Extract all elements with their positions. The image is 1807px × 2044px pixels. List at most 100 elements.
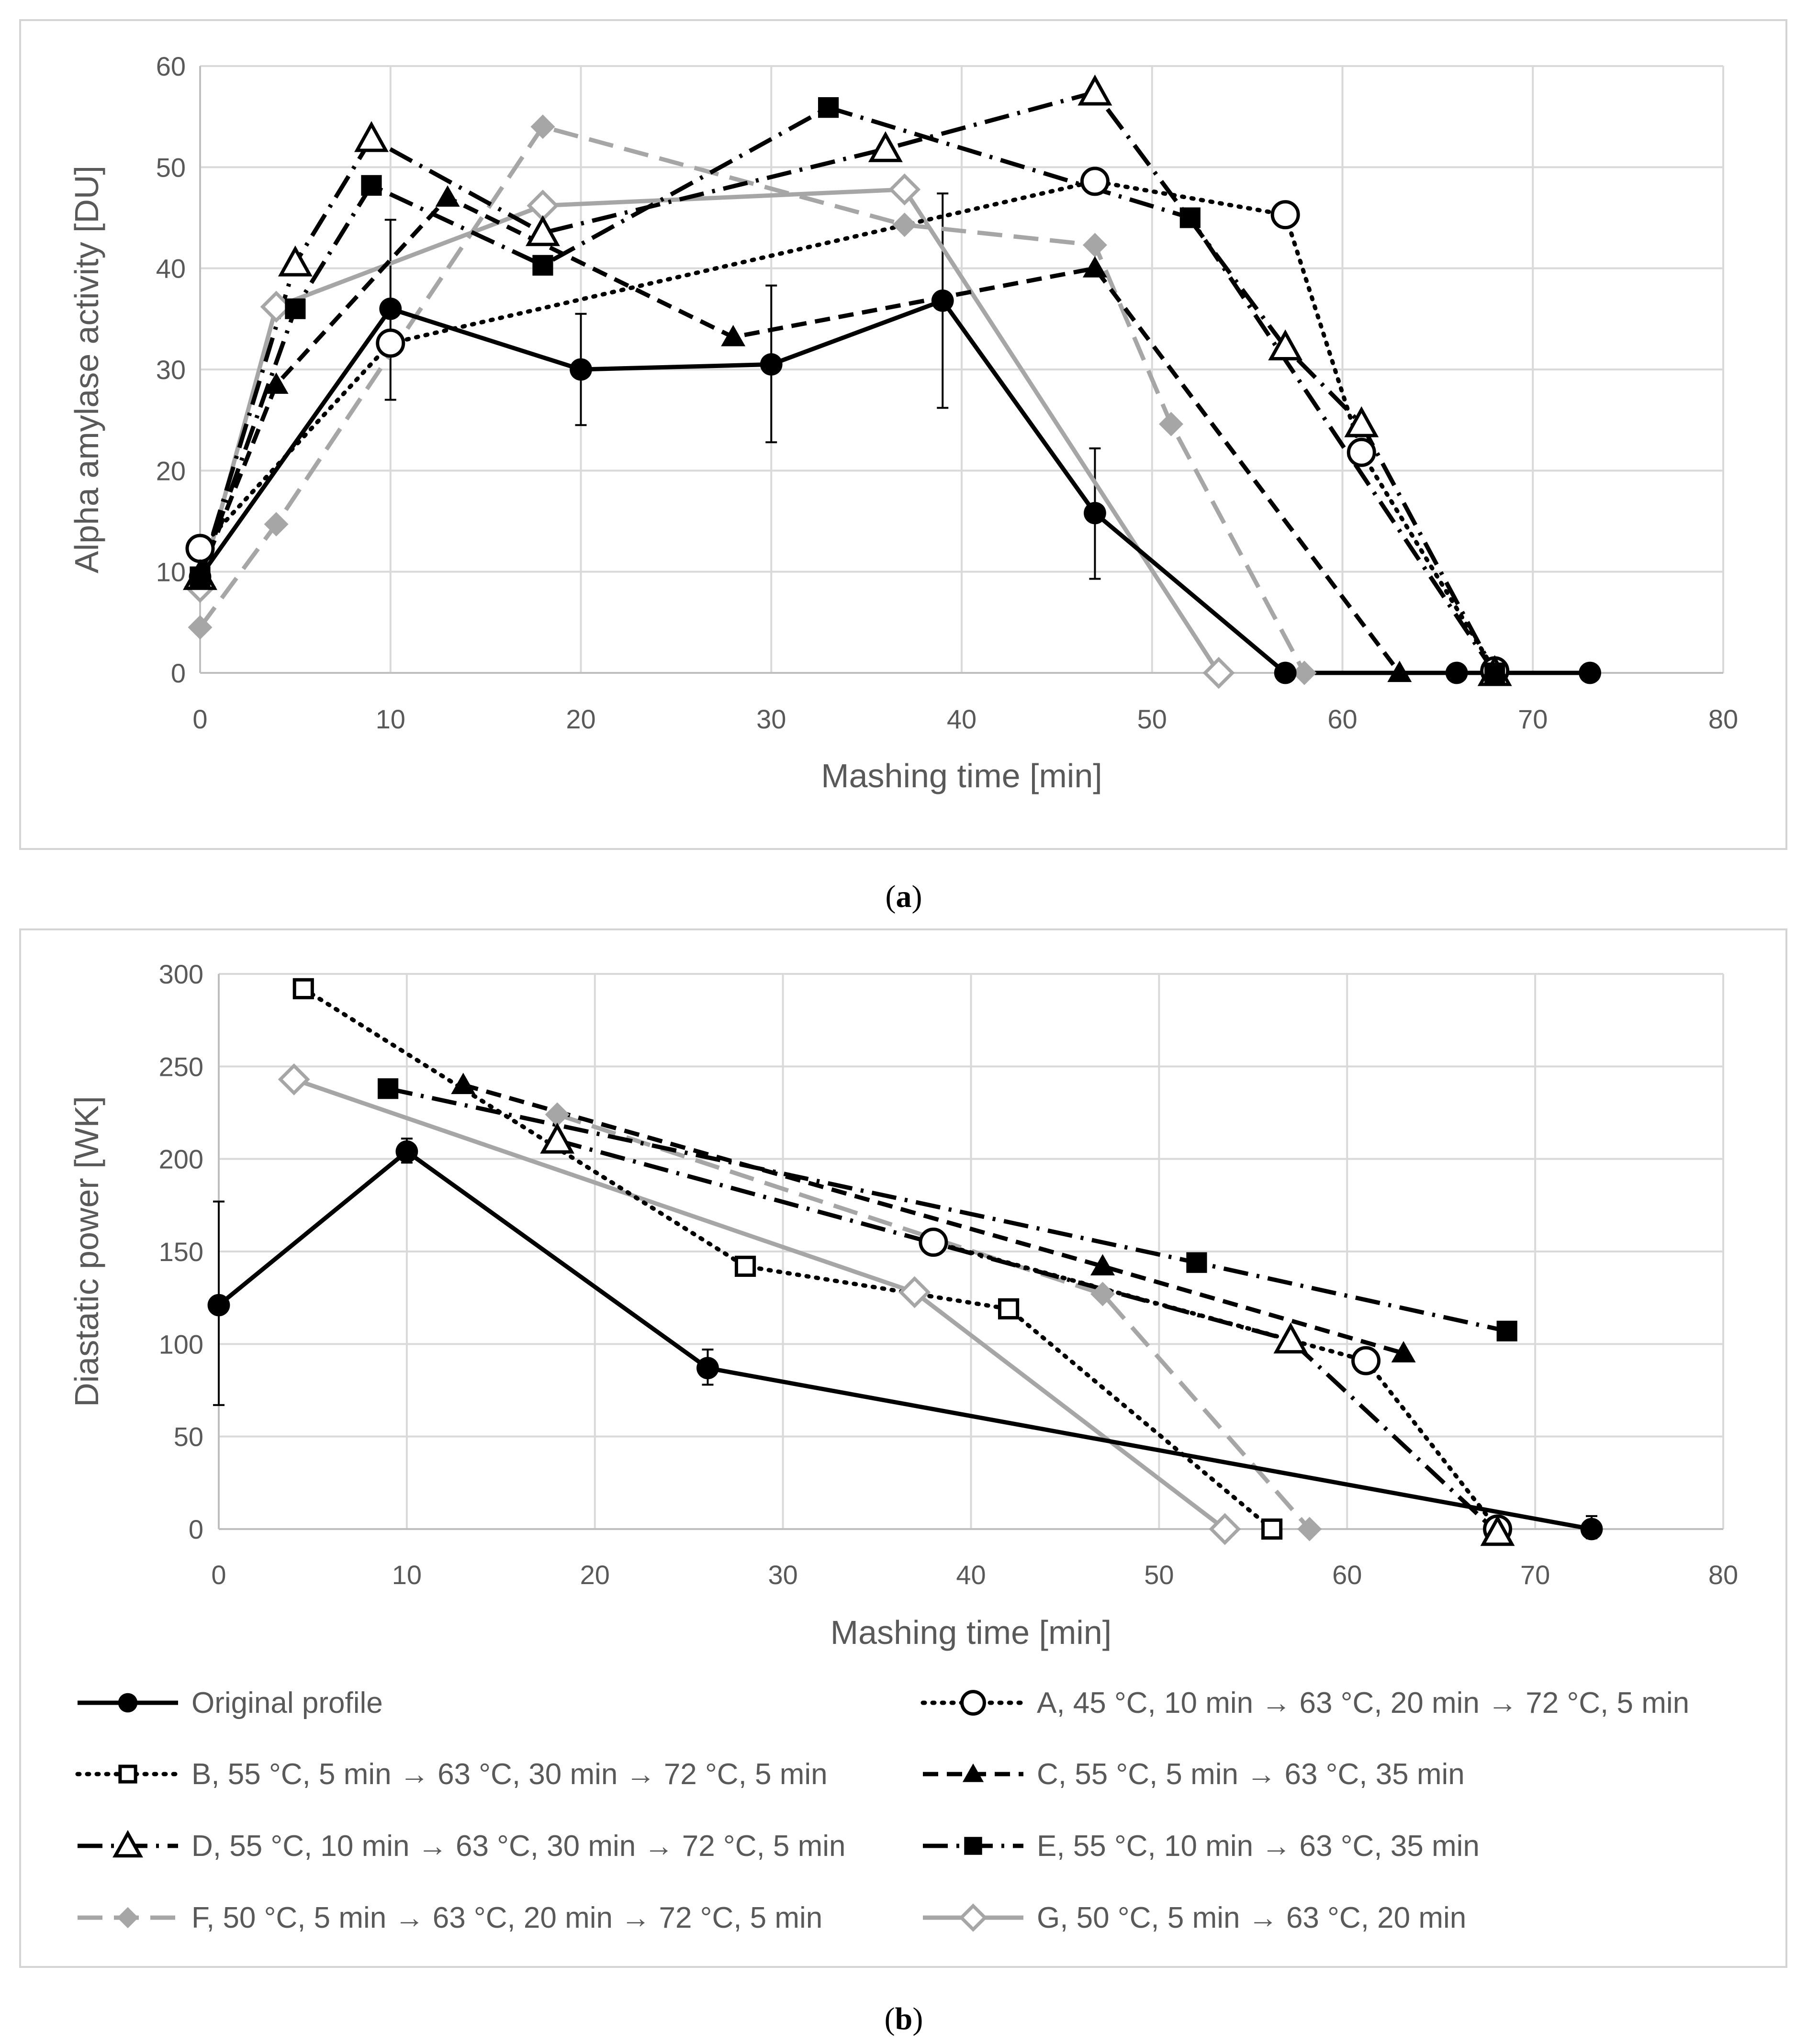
chart-b-series-B-point (734, 1255, 756, 1277)
legend-label-B: B, 55 °C, 5 min → 63 °C, 30 min → 72 °C,… (191, 1758, 828, 1791)
chart-a-series-C-line (198, 195, 1402, 674)
chart-panel-b: 0 10 20 30 40 50 60 70 80 0 50 100 150 200 250 300 Dias… (19, 928, 1787, 1968)
chart-b-series-B-point (998, 1298, 1020, 1319)
legend-swatch-A-marker (960, 1690, 986, 1716)
chart-a-series-D-point (1077, 74, 1112, 106)
chart-a-series-A-point (1080, 167, 1110, 196)
chart-a-series-F-point (1159, 412, 1184, 436)
chart-a-series-C-point (1082, 256, 1107, 278)
chart-b-series-C-line (462, 1083, 1404, 1355)
chart-a-series-orig-point (1579, 661, 1601, 684)
chart-b-y-tick-label: 0 (189, 1514, 203, 1544)
chart-b-series-B-point (1261, 1518, 1283, 1540)
chart-a-series-G-line (198, 187, 1221, 674)
chart-a-series-F-point (892, 212, 917, 237)
chart-a-series-E-point (1179, 207, 1201, 228)
chart-a-series-D-point (354, 121, 389, 152)
legend-swatch-C-marker (962, 1763, 984, 1782)
chart-a-y-tick-label: 50 (156, 152, 186, 182)
legend-swatch-F-marker (117, 1907, 139, 1929)
chart-a-series-orig-point (379, 297, 402, 320)
chart-b-series-G-point (898, 1276, 931, 1308)
chart-a-series-F-point (188, 615, 213, 640)
chart-a-series-A-point (185, 534, 215, 563)
chart-b-series-E-point (1186, 1252, 1207, 1273)
chart-b-y-tick-label: 100 (159, 1329, 203, 1359)
chart-b-y-tick-label: 250 (159, 1051, 203, 1082)
chart-a-series-C-point (435, 185, 460, 207)
chart-b-ticks: 0 10 20 30 40 50 60 70 80 0 50 100 150 200 250 300 (159, 959, 1739, 1590)
legend-label-C: C, 55 °C, 5 min → 63 °C, 35 min (1037, 1758, 1465, 1791)
chart-b-series-F-point (1090, 1282, 1115, 1307)
chart-b-series-B-point (292, 978, 314, 1000)
legend-swatch-orig-marker (118, 1693, 138, 1713)
chart-legend: Original profile A, 45 °C, 10 min → 63 °C… (75, 1687, 1689, 1934)
chart-a-x-tick-label: 20 (566, 704, 595, 734)
chart-b-x-tick-label: 10 (392, 1560, 422, 1590)
chart-b-series-A-line (931, 1240, 1500, 1531)
chart-a-series-D-point (526, 215, 560, 246)
chart-a-series-C-point (264, 372, 289, 394)
legend-label-F: F, 50 °C, 5 min → 63 °C, 20 min → 72 °C,… (191, 1901, 822, 1934)
legend-label-G: G, 50 °C, 5 min → 63 °C, 20 min (1037, 1901, 1466, 1934)
chart-a-series-D-line (198, 90, 1497, 674)
chart-a-frame (19, 19, 1787, 850)
chart-b-series-A-point (1351, 1346, 1381, 1375)
chart-a-series-orig-point (1274, 661, 1297, 684)
legend-label-E: E, 55 °C, 10 min → 63 °C, 35 min (1037, 1830, 1480, 1863)
caption-a: (a) (886, 879, 922, 914)
chart-a-series-A-point (1347, 437, 1376, 467)
chart-a-series-orig-point (1445, 661, 1468, 684)
chart-a-series-F-point (264, 512, 289, 536)
chart-a-series-D-point (1268, 329, 1303, 361)
chart-a-series-F-line (198, 124, 1306, 674)
chart-a-series-E-point (818, 97, 839, 118)
chart-b-x-axis-title: Mashing time [min] (831, 1614, 1111, 1651)
chart-a-grid (199, 65, 1724, 674)
legend-swatch-E-marker (964, 1837, 982, 1855)
chart-b-series-C-point (451, 1072, 476, 1095)
chart-a-series-orig-point (189, 565, 212, 588)
chart-b-y-tick-label: 150 (159, 1237, 203, 1267)
chart-a-series-D-point (868, 131, 903, 162)
chart-b-series-F-point (545, 1102, 570, 1127)
chart-a-series-C-point (721, 324, 746, 346)
chart-a-error-bars (384, 192, 1101, 580)
chart-b-series-F-point (1297, 1517, 1322, 1541)
chart-a-series-A-point (376, 328, 405, 358)
chart-a-x-tick-label: 80 (1708, 704, 1738, 734)
chart-a-series-E-point (361, 175, 382, 196)
chart-b-x-tick-label: 70 (1520, 1560, 1550, 1590)
legend-label-A: A, 45 °C, 10 min → 63 °C, 20 min → 72 °C… (1037, 1687, 1689, 1720)
chart-a-ticks: 0 10 20 30 40 50 60 70 80 0 10 20 30 40 50 60 (156, 51, 1738, 734)
chart-b-series-D-point (1480, 1515, 1515, 1546)
chart-a-x-tick-label: 10 (376, 704, 405, 734)
chart-b-series-orig-point (696, 1357, 719, 1380)
chart-b-series-orig-point (207, 1294, 230, 1317)
chart-a-series-orig-point (1084, 502, 1106, 525)
legend-label-orig: Original profile (191, 1687, 383, 1720)
chart-a-series-E-point (285, 298, 306, 319)
chart-b-series-G-point (278, 1063, 310, 1095)
chart-a-series-F-point (530, 114, 555, 139)
chart-a-series-G-point (1202, 657, 1235, 689)
chart-b-x-tick-label: 40 (956, 1560, 986, 1590)
chart-b-series-orig-point (1580, 1518, 1603, 1541)
chart-b-x-tick-label: 0 (211, 1560, 226, 1590)
chart-b-series-G-point (1209, 1513, 1241, 1545)
chart-b-x-tick-label: 80 (1708, 1560, 1738, 1590)
chart-a-x-tick-label: 40 (947, 704, 976, 734)
chart-a-x-tick-label: 70 (1518, 704, 1548, 734)
chart-b-x-tick-label: 20 (580, 1560, 610, 1590)
chart-b-series-D-point (540, 1122, 575, 1154)
chart-b-x-tick-label: 30 (768, 1560, 797, 1590)
chart-a-series-E-point (1484, 662, 1505, 683)
chart-a-series-orig-point (931, 289, 954, 312)
chart-a-x-tick-label: 30 (756, 704, 786, 734)
chart-b-x-tick-label: 50 (1144, 1560, 1174, 1590)
chart-a-series-C-point (1387, 660, 1412, 682)
chart-a-x-tick-label: 50 (1137, 704, 1167, 734)
chart-b-series-B-line (301, 986, 1274, 1531)
chart-b-series-D-line (556, 1138, 1499, 1535)
chart-a-series-A-line (198, 179, 1497, 673)
